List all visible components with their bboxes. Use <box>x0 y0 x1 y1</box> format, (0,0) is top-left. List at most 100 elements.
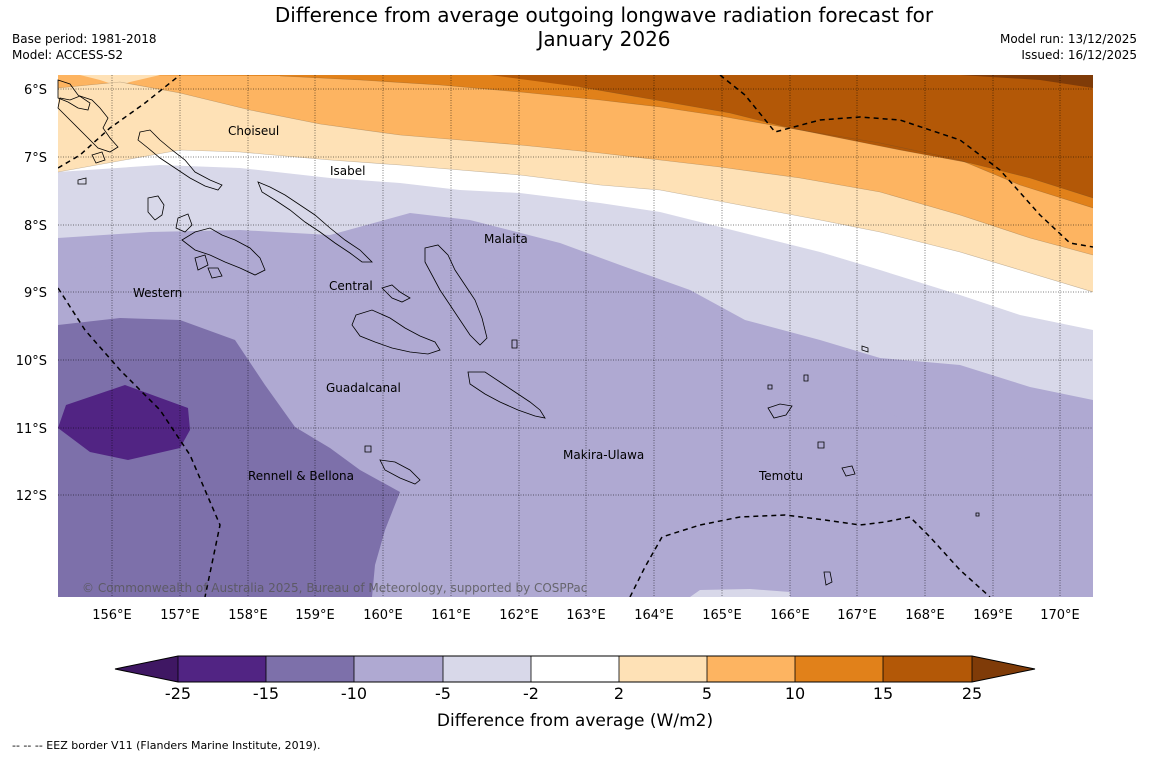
lon-label: 159°E <box>295 608 335 623</box>
vanikoro-coast <box>817 441 825 449</box>
lon-label: 157°E <box>160 608 200 623</box>
province-label: Western <box>133 286 182 300</box>
colorbar-tick: -10 <box>341 684 367 703</box>
copyright-notice: © Commonwealth of Australia 2025, Bureau… <box>82 581 587 595</box>
model-run: Model run: 13/12/2025 <box>999 32 1137 46</box>
tinakula-coast <box>767 384 773 390</box>
province-label: Rennell & Bellona <box>248 469 354 483</box>
meta-right: Model run: 13/12/2025 Issued: 16/12/2025 <box>1000 31 1137 63</box>
ulawa-coast <box>511 339 518 349</box>
bougainville-north-coast <box>57 79 91 111</box>
lat-label: 12°S <box>16 489 47 504</box>
colorbar-tick: -5 <box>435 684 451 703</box>
colorbar-segment <box>266 656 354 682</box>
colorbar-segment <box>883 656 972 682</box>
band-nw-patch <box>58 75 160 86</box>
province-labels: Choiseul Isabel Malaita Western Central … <box>133 124 803 483</box>
province-label: Malaita <box>484 232 528 246</box>
islet-a <box>91 151 106 164</box>
lon-label: 164°E <box>634 608 674 623</box>
colorbar-tick: 2 <box>614 684 624 703</box>
utupua-coast <box>841 465 856 477</box>
lon-label: 165°E <box>702 608 742 623</box>
band-minus25-to-minus15 <box>58 385 190 460</box>
title-line-2: January 2026 <box>537 27 671 51</box>
lat-label: 8°S <box>24 219 47 234</box>
province-label: Isabel <box>330 164 365 178</box>
lon-label: 158°E <box>228 608 268 623</box>
lat-label: 7°S <box>24 151 47 166</box>
issued-date: Issued: 16/12/2025 <box>1021 48 1137 62</box>
province-label: Central <box>329 279 373 293</box>
title-line-1: Difference from average outgoing longwav… <box>274 3 934 27</box>
base-period: Base period: 1981-2018 <box>12 32 157 46</box>
lat-label: 10°S <box>16 354 47 369</box>
coastlines <box>57 79 980 586</box>
isabel-coast <box>257 181 373 263</box>
colorbar-ticks: -25 -15 -10 -5 -2 2 5 10 15 25 <box>165 684 982 703</box>
eez-footnote: -- -- -- EEZ border V11 (Flanders Marine… <box>12 739 321 752</box>
latitude-labels: 6°S 7°S 8°S 9°S 10°S 11°S 12°S <box>16 83 47 504</box>
lat-label: 6°S <box>24 83 47 98</box>
meta-left: Base period: 1981-2018 Model: ACCESS-S2 <box>12 31 157 63</box>
reef-islands-coast <box>803 374 809 382</box>
colorbar-segment <box>354 656 443 682</box>
contour-lines <box>58 75 1093 293</box>
colorbar-label: Difference from average (W/m2) <box>437 711 713 731</box>
longitude-labels: 156°E 157°E 158°E 159°E 160°E 161°E 162°… <box>92 608 1080 623</box>
lon-label: 161°E <box>431 608 471 623</box>
kolombangara-coast <box>175 213 193 233</box>
lon-label: 170°E <box>1040 608 1080 623</box>
vella-lavella-coast <box>147 195 165 221</box>
malaita-coast <box>424 244 488 346</box>
colorbar-segment <box>531 656 619 682</box>
province-label: Makira-Ulawa <box>563 448 644 462</box>
colorbar-extend-high <box>972 656 1035 682</box>
lon-label: 163°E <box>566 608 606 623</box>
colorbar-segment <box>707 656 795 682</box>
lat-label: 11°S <box>16 422 47 437</box>
colorbar-tick: 5 <box>702 684 712 703</box>
colorbar-tick: -2 <box>523 684 539 703</box>
islet-b <box>77 177 87 185</box>
colorbar-tick: -25 <box>165 684 191 703</box>
lon-label: 167°E <box>837 608 877 623</box>
chart-title: Difference from average outgoing longwav… <box>0 3 1150 51</box>
lon-label: 160°E <box>363 608 403 623</box>
russell-islands-coast <box>381 284 411 303</box>
colorbar-tick: 15 <box>873 684 893 703</box>
colorbar-tick: -15 <box>253 684 279 703</box>
colorbar-extend-low <box>115 656 178 682</box>
lat-label: 9°S <box>24 286 47 301</box>
rennell-coast <box>379 459 421 485</box>
eez-border <box>58 75 1093 597</box>
colorbar-tick: 10 <box>785 684 805 703</box>
anuta-coast <box>823 571 833 586</box>
colorbar-segment <box>178 656 266 682</box>
colorbar-tick: 25 <box>962 684 982 703</box>
band-15-to-25 <box>490 75 1093 198</box>
bellona-coast <box>364 445 372 453</box>
colorbar: -25 -15 -10 -5 -2 2 5 10 15 25 Differenc… <box>114 655 1036 731</box>
tetepare-coast <box>207 267 223 279</box>
colorbar-segment <box>443 656 531 682</box>
new-georgia-coast <box>181 227 266 276</box>
colorbar-dividers <box>177 656 973 682</box>
province-label: Choiseul <box>228 124 279 138</box>
lon-label: 156°E <box>92 608 132 623</box>
colorbar-segment <box>619 656 707 682</box>
bougainville-coast <box>57 95 119 153</box>
model-name: Model: ACCESS-S2 <box>12 48 124 62</box>
lon-label: 169°E <box>973 608 1013 623</box>
band-minus5-to-minus2-south <box>690 589 790 597</box>
province-label: Guadalcanal <box>326 381 401 395</box>
makira-coast <box>467 371 546 419</box>
nggela-coast <box>351 309 441 355</box>
lon-label: 162°E <box>499 608 539 623</box>
graticule <box>58 75 1093 597</box>
duff-islands-coast <box>861 345 869 353</box>
map-area <box>58 75 1093 597</box>
colorbar-segment <box>795 656 883 682</box>
lon-label: 168°E <box>905 608 945 623</box>
